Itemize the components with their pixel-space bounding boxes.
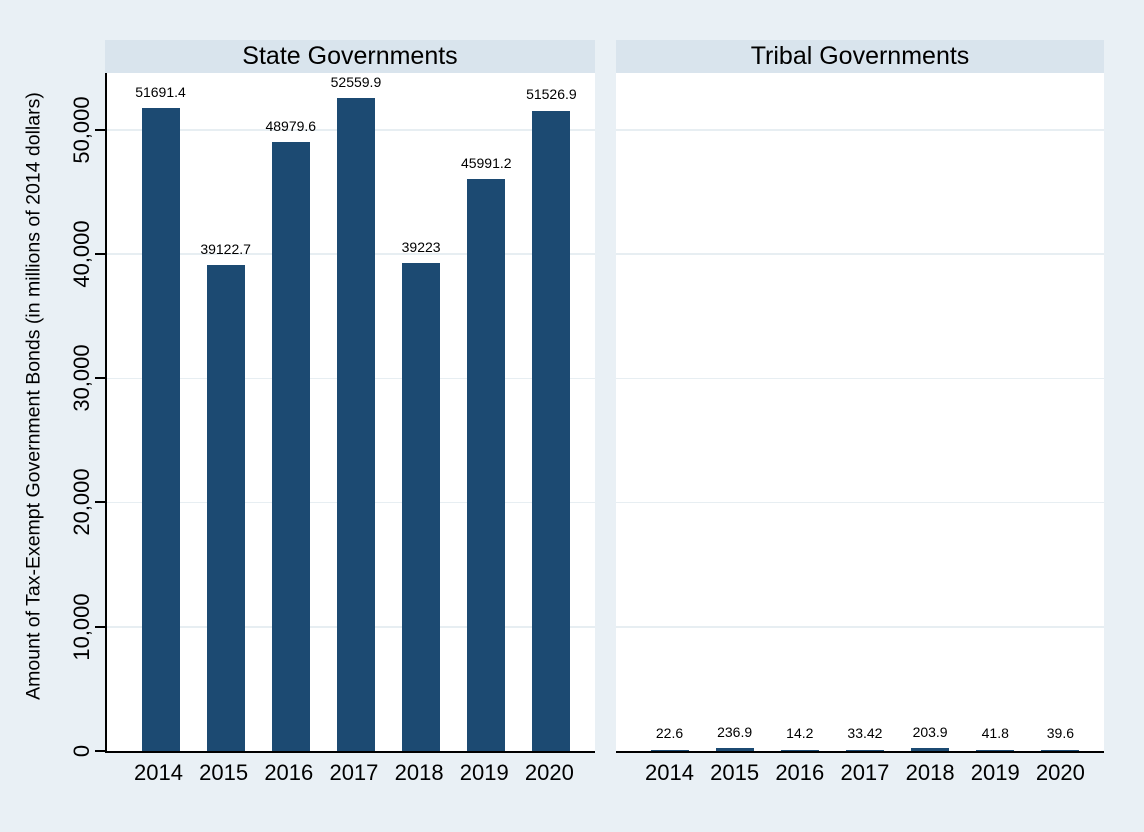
plot-area: 51691.4 39122.7 48979.6 52559.9 39223 45991.2…: [105, 73, 595, 753]
x-tick-label: 2014: [134, 760, 183, 785]
plot-area: 22.6 236.9 14.2 33.42 203.9 41.8 39.6: [616, 73, 1104, 753]
y-gridline: [616, 377, 1104, 380]
x-tick-label: 2020: [1035, 760, 1085, 785]
bar: [845, 749, 884, 751]
y-tick-label: 0: [69, 744, 94, 758]
x-tick-label: 2018: [394, 760, 444, 785]
bar-value-label: 52559.9: [330, 73, 382, 90]
bar: [467, 179, 506, 751]
bar: [911, 748, 950, 751]
bar-value-label: 203.9: [912, 724, 948, 741]
panel-title: Tribal Governments: [750, 42, 970, 70]
y-gridline: [616, 253, 1104, 255]
y-tick-label: 50,000: [69, 95, 94, 164]
y-tick-mark: [95, 377, 105, 380]
bar-value-label: 51691.4: [135, 84, 186, 101]
y-gridline: [616, 129, 1104, 131]
y-gridline: [616, 626, 1104, 628]
panel-title-band: Tribal Governments: [616, 40, 1104, 73]
bar: [271, 142, 310, 751]
y-tick-label: 10,000: [69, 593, 94, 661]
x-tick-label: 2019: [459, 760, 509, 785]
y-tick-mark: [95, 625, 105, 628]
panel-title: State Governments: [242, 42, 458, 70]
x-tick-label: 2016: [264, 760, 314, 785]
bar: [715, 748, 754, 751]
y-tick-label: 30,000: [69, 344, 94, 412]
bar-value-label: 236.9: [717, 723, 753, 740]
bar: [336, 97, 375, 751]
panel-title-band: State Governments: [105, 40, 595, 73]
bar: [532, 110, 571, 751]
y-axis-title: Amount of Tax-Exempt Government Bonds (i…: [22, 92, 45, 700]
bar: [976, 749, 1015, 751]
x-tick-label: 2014: [645, 760, 694, 785]
bar-value-label: 39122.7: [200, 240, 251, 257]
bar-value-label: 39.6: [1046, 725, 1075, 742]
y-tick-mark: [95, 501, 105, 504]
bar: [402, 263, 441, 751]
y-gridline: [616, 501, 1104, 504]
y-tick-mark: [95, 252, 105, 255]
bar-value-label: 39223: [401, 239, 441, 256]
bar-value-label: 22.6: [655, 725, 684, 742]
x-tick-label: 2020: [524, 760, 574, 785]
x-tick-label: 2017: [329, 760, 379, 785]
x-tick-label: 2016: [775, 760, 825, 785]
x-tick-label: 2015: [710, 760, 760, 785]
bar: [650, 749, 689, 751]
bar: [1041, 749, 1080, 751]
bar: [780, 749, 819, 751]
bar-value-label: 14.2: [786, 725, 814, 742]
x-tick-label: 2017: [840, 760, 890, 785]
bar-value-label: 51526.9: [526, 86, 577, 103]
y-tick-mark: [95, 750, 105, 752]
x-tick-label: 2015: [199, 760, 249, 785]
x-tick-label: 2018: [905, 760, 955, 785]
y-tick-label: 20,000: [69, 468, 94, 537]
bar-value-label: 48979.6: [265, 118, 317, 135]
bar-value-label: 41.8: [981, 725, 1009, 742]
y-tick-mark: [95, 128, 105, 131]
bar-value-label: 45991.2: [460, 155, 512, 172]
x-tick-label: 2019: [970, 760, 1020, 785]
bar: [206, 264, 245, 751]
y-tick-label: 40,000: [69, 220, 94, 288]
bar-value-label: 33.42: [847, 725, 883, 742]
bar: [141, 108, 180, 751]
